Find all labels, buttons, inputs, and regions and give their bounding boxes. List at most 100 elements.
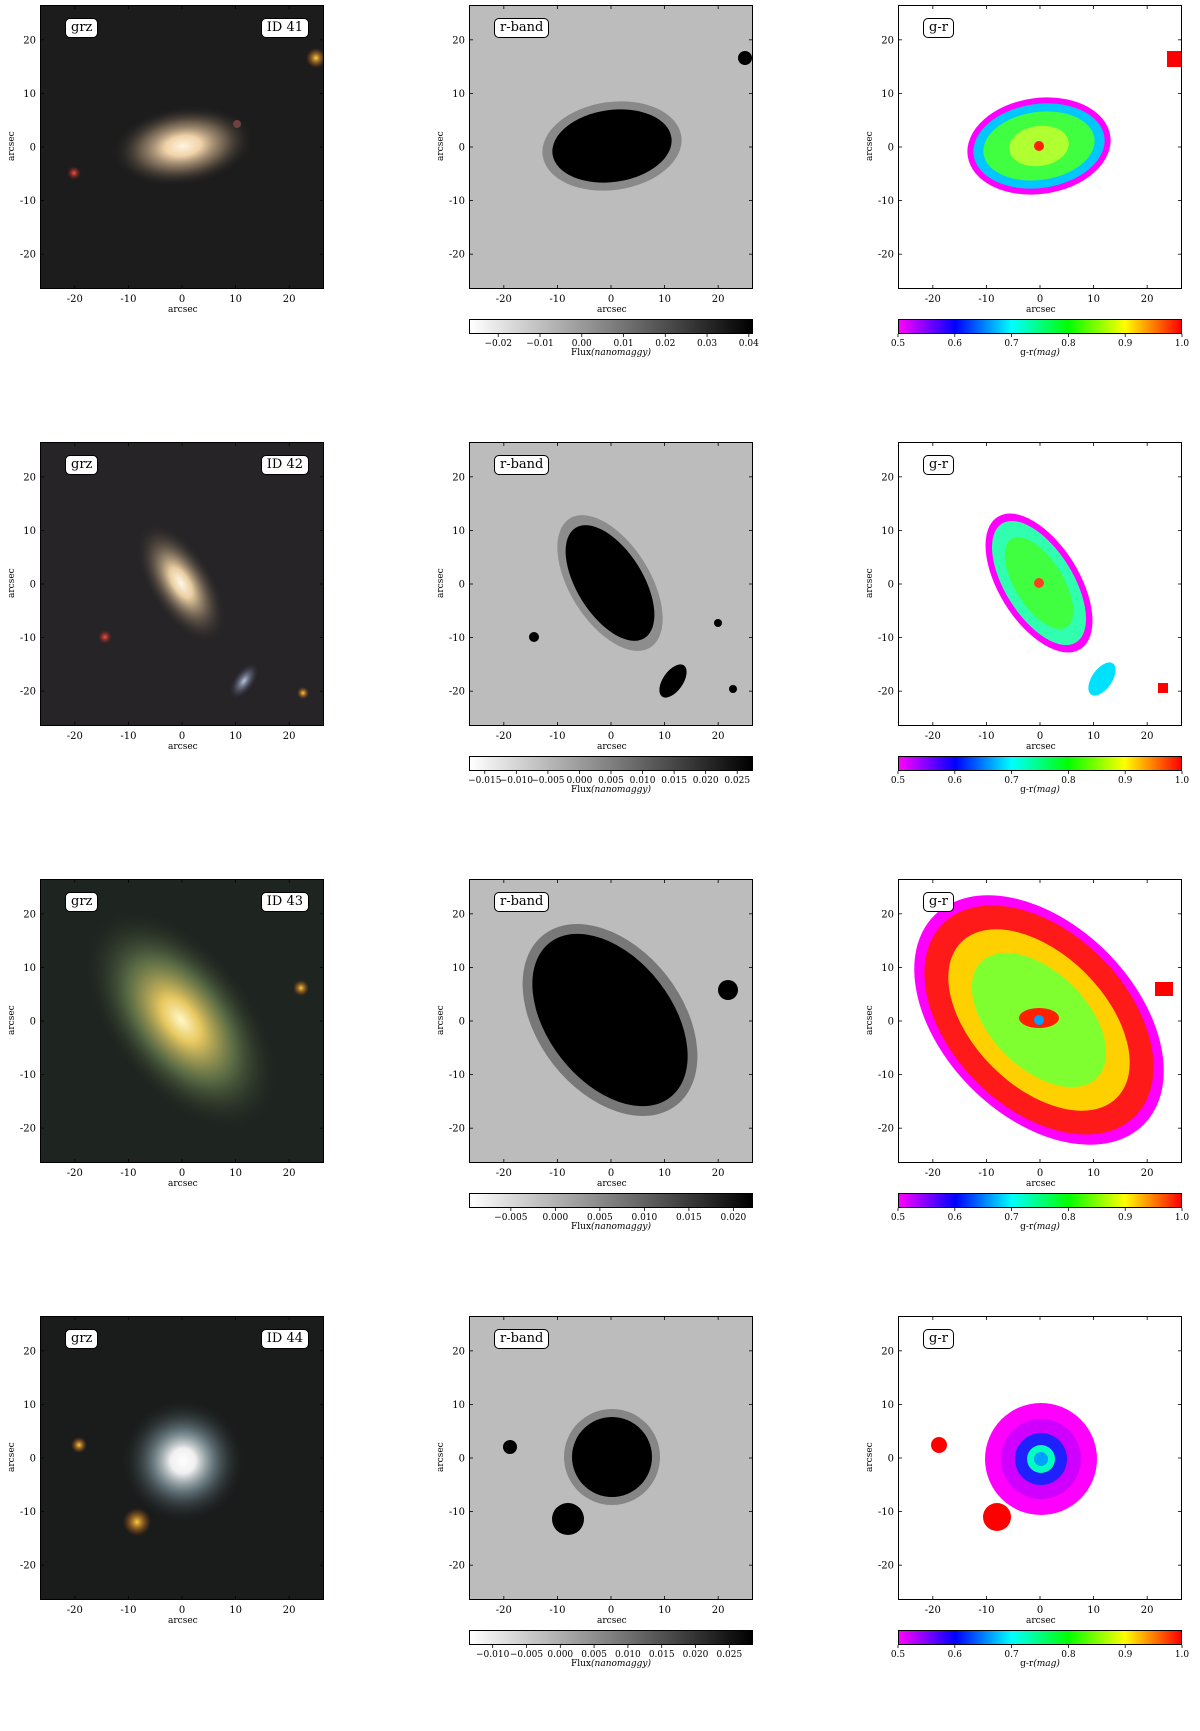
flux-colorbar bbox=[469, 756, 753, 771]
x-tick-label: -20 bbox=[925, 1168, 941, 1179]
colorbar-quantity: Flux bbox=[571, 785, 592, 795]
y-tick-label: 0 bbox=[459, 580, 465, 591]
colorbar-tick-label: 0.9 bbox=[1118, 776, 1133, 786]
y-tick-label: 10 bbox=[23, 1400, 36, 1411]
colorbar-tick-label: 0.020 bbox=[683, 1650, 709, 1660]
x-tick-label: 0 bbox=[179, 1168, 185, 1179]
x-axis-title: arcsec bbox=[597, 305, 627, 315]
x-tick-label: -10 bbox=[549, 294, 565, 305]
y-axis-title: arcsec bbox=[865, 568, 875, 598]
colorbar-tick-label: 1.0 bbox=[1175, 339, 1190, 349]
y-axis-title: arcsec bbox=[7, 1442, 17, 1472]
colorbar-tick-label: 0.015 bbox=[661, 776, 687, 786]
colorbar-tick-label: 0.00 bbox=[572, 339, 592, 349]
x-tick-label: 10 bbox=[1087, 294, 1100, 305]
colorbar-tick-label: 0.6 bbox=[948, 339, 963, 349]
y-tick-label: -20 bbox=[449, 1561, 465, 1572]
x-axis-title: arcsec bbox=[168, 1616, 198, 1626]
y-tick-label: 0 bbox=[888, 1454, 894, 1465]
colorbar-ticks: 0.5 0.6 0.7 0.8 0.9 1.0 bbox=[891, 771, 1189, 786]
y-tick-label: -10 bbox=[878, 1070, 894, 1081]
colorbar-tick-label: 0.9 bbox=[1118, 1650, 1133, 1660]
x-tick-label: -20 bbox=[496, 731, 512, 742]
y-axis-title: arcsec bbox=[865, 1005, 875, 1035]
y-tick-label: 20 bbox=[881, 909, 894, 920]
colorbar-tick-label: −0.005 bbox=[510, 1650, 544, 1660]
r-band-image bbox=[470, 880, 752, 1162]
y-tick-label: -20 bbox=[878, 1561, 894, 1572]
r-band-image-panel: r-band bbox=[469, 442, 753, 726]
flux-colorbar bbox=[469, 1193, 753, 1208]
colorbar-tick-label: 0.9 bbox=[1118, 1213, 1133, 1223]
colorbar-title: Flux(nanomaggy) bbox=[469, 1222, 753, 1232]
y-tick-label: 20 bbox=[881, 35, 894, 46]
grz-composite-image bbox=[71, 1399, 245, 1536]
colorbar-tick-label: −0.005 bbox=[531, 776, 565, 786]
grz-image-panel: grz ID 44 bbox=[40, 1316, 324, 1600]
colorbar-ticks: 0.5 0.6 0.7 0.8 0.9 1.0 bbox=[891, 1208, 1189, 1223]
g-r-color-map bbox=[985, 513, 1168, 696]
axis-ticks: -20 -20 -10 -10 0 0 10 10 20 20 bbox=[449, 1316, 753, 1616]
object-id-label: ID 43 bbox=[260, 892, 309, 912]
r-band-image bbox=[470, 1317, 752, 1599]
x-axis-title: arcsec bbox=[597, 1179, 627, 1189]
x-tick-label: -10 bbox=[120, 294, 136, 305]
colorbar-unit: (nanomaggy) bbox=[591, 348, 651, 358]
y-tick-label: -20 bbox=[449, 250, 465, 261]
x-tick-label: 10 bbox=[1087, 1168, 1100, 1179]
colorbar-tick-label: −0.02 bbox=[484, 339, 512, 349]
y-tick-label: 10 bbox=[23, 963, 36, 974]
x-tick-label: 10 bbox=[1087, 731, 1100, 742]
object-id-label: ID 42 bbox=[260, 455, 309, 475]
r-band-image bbox=[470, 6, 752, 288]
colorbar-tick-label: 0.01 bbox=[614, 339, 634, 349]
g-r-color-map bbox=[967, 51, 1181, 195]
colorbar-quantity: Flux bbox=[571, 1222, 592, 1232]
colorbar-unit: (nanomaggy) bbox=[591, 1222, 651, 1232]
colorbar-tick-label: −0.015 bbox=[468, 776, 502, 786]
band-label: grz bbox=[65, 18, 99, 38]
y-tick-label: 20 bbox=[23, 35, 36, 46]
axis-ticks: -20 -20 -10 -10 0 0 10 10 20 20 bbox=[20, 442, 324, 742]
colorbar-tick-label: 0.7 bbox=[1004, 776, 1019, 786]
colorbar-unit: (mag) bbox=[1033, 348, 1060, 358]
band-label: g-r bbox=[923, 892, 954, 912]
x-axis-title: arcsec bbox=[168, 1179, 198, 1189]
colorbar-tick-label: 0.025 bbox=[716, 1650, 742, 1660]
colorbar-tick-label: −0.010 bbox=[476, 1650, 510, 1660]
band-label: r-band bbox=[494, 892, 550, 912]
colorbar-tick-label: 0.015 bbox=[649, 1650, 675, 1660]
y-tick-label: 20 bbox=[881, 472, 894, 483]
colorbar-quantity: g-r bbox=[1020, 1222, 1034, 1232]
band-label: grz bbox=[65, 455, 99, 475]
r-band-image-panel: r-band bbox=[469, 1316, 753, 1600]
y-tick-label: 20 bbox=[452, 35, 465, 46]
x-axis-title: arcsec bbox=[1026, 742, 1056, 752]
colorbar-tick-label: 0.02 bbox=[655, 339, 675, 349]
axis-ticks: -20 -20 -10 -10 0 0 10 10 20 20 bbox=[20, 879, 324, 1179]
g-r-color-map-panel: g-r bbox=[898, 5, 1182, 289]
y-tick-label: -20 bbox=[878, 1124, 894, 1135]
x-tick-label: 10 bbox=[229, 294, 242, 305]
colorbar-tick-label: 0.000 bbox=[542, 1213, 568, 1223]
y-tick-label: -10 bbox=[449, 1070, 465, 1081]
x-axis-title: arcsec bbox=[168, 742, 198, 752]
y-tick-label: -20 bbox=[20, 687, 36, 698]
y-tick-label: 10 bbox=[881, 89, 894, 100]
colorbar-tick-label: 0.5 bbox=[891, 1213, 906, 1223]
colorbar-tick-label: 0.010 bbox=[632, 1213, 658, 1223]
colorbar-title: g-r(mag) bbox=[898, 1222, 1182, 1232]
colorbar-tick-label: 0.7 bbox=[1004, 339, 1019, 349]
axis-ticks: -20 -20 -10 -10 0 0 10 10 20 20 bbox=[20, 5, 324, 305]
x-tick-label: -20 bbox=[925, 1605, 941, 1616]
y-tick-label: -20 bbox=[20, 1124, 36, 1135]
grz-composite-image bbox=[82, 908, 309, 1132]
x-tick-label: -10 bbox=[978, 731, 994, 742]
colorbar-tick-label: 0.020 bbox=[693, 776, 719, 786]
y-tick-label: 20 bbox=[452, 1346, 465, 1357]
y-tick-label: 0 bbox=[888, 1017, 894, 1028]
x-tick-label: -20 bbox=[496, 1168, 512, 1179]
x-tick-label: 20 bbox=[712, 294, 725, 305]
y-axis-title: arcsec bbox=[7, 131, 17, 161]
figure-row-42: grz ID 42 r-band g-r -20 -20 -10 -10 0 0 10 10 2… bbox=[0, 437, 1200, 857]
